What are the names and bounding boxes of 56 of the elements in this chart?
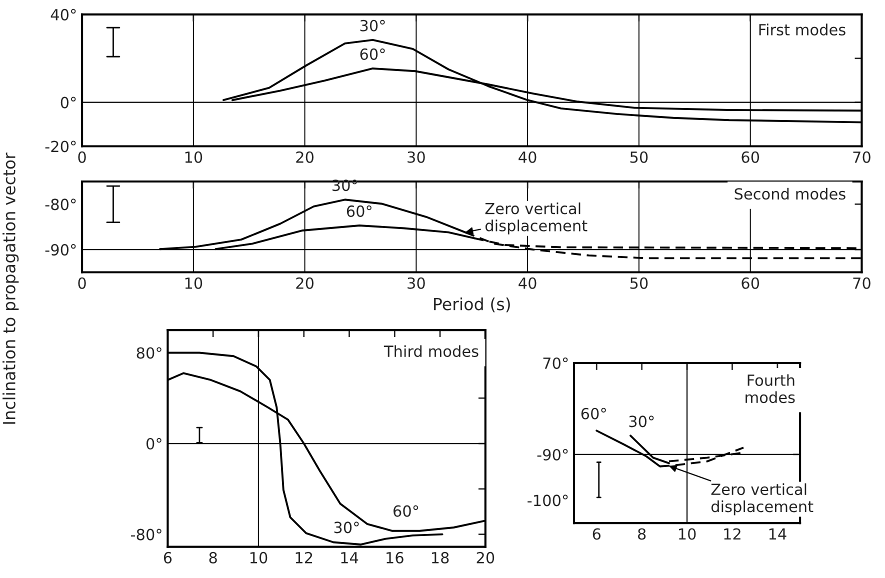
x-tick-label: 50 <box>630 277 648 289</box>
annotation: 30° <box>629 416 654 428</box>
x-tick-label: 8 <box>638 528 646 540</box>
x-tick-label: 0 <box>78 151 86 163</box>
x-tick-label: 12 <box>296 552 312 564</box>
y-tick-label: -80° <box>131 528 162 540</box>
annotation: 30° <box>360 20 385 32</box>
annotation: Zero vertical displacement <box>711 483 814 516</box>
x-tick-label: 60 <box>742 277 760 289</box>
annotation: 30° <box>334 522 359 534</box>
x-tick-label: 10 <box>678 528 696 540</box>
x-tick-label: 14 <box>769 528 786 540</box>
y-tick-label: -80° <box>45 198 76 210</box>
x-tick-label: 60 <box>742 151 760 163</box>
x-tick-label: 6 <box>164 552 172 564</box>
annotation: 60° <box>346 205 372 217</box>
annotation: Fourth modes <box>746 374 795 404</box>
y-tick-label: 0° <box>60 96 76 108</box>
x-tick-label: 40 <box>518 151 536 163</box>
x-tick-label: 70 <box>853 151 870 163</box>
annotation: Third modes <box>384 345 478 358</box>
x-tick-label: 20 <box>296 277 314 289</box>
annotation: 60° <box>360 48 385 60</box>
x-tick-label: 12 <box>724 528 740 540</box>
annotation: 60° <box>581 408 606 420</box>
annotation: Second modes <box>734 188 846 200</box>
x-tick-label: 8 <box>209 552 217 564</box>
x-tick-label: 0 <box>78 277 86 289</box>
annotation: 60° <box>394 505 418 517</box>
y-tick-label: 80° <box>136 347 162 359</box>
y-tick-label: 40° <box>50 8 76 20</box>
y-tick-label: -90° <box>45 244 76 256</box>
y-tick-label: 70° <box>543 357 568 370</box>
x-tick-label: 10 <box>250 552 268 564</box>
annotation: First modes <box>759 24 846 36</box>
x-tick-label: 40 <box>518 277 536 289</box>
x-tick-label: 70 <box>853 277 870 289</box>
x-tick-label: 20 <box>476 552 494 564</box>
x-tick-label: 14 <box>341 552 358 564</box>
x-tick-label: 6 <box>592 528 601 540</box>
y-tick-label: 0° <box>146 438 162 450</box>
x-tick-label: 16 <box>386 552 404 564</box>
x-tick-label: 10 <box>185 151 202 163</box>
y-tick-label: -20° <box>45 140 76 152</box>
x-tick-label: 18 <box>432 552 449 564</box>
x-tick-label: 10 <box>185 277 202 289</box>
y-tick-label: -100° <box>528 494 568 506</box>
annotation: 30° <box>332 180 357 192</box>
x-axis-title: Period (s) <box>434 297 510 312</box>
y-axis-title: Inclination to propagation vector <box>2 152 19 424</box>
y-tick-label: -90° <box>537 448 568 460</box>
x-tick-label: 50 <box>630 151 648 163</box>
x-tick-label: 30 <box>408 277 425 289</box>
x-tick-label: 20 <box>296 151 314 163</box>
x-tick-label: 30 <box>408 151 425 163</box>
annotation: Zero vertical displacement <box>485 202 588 234</box>
